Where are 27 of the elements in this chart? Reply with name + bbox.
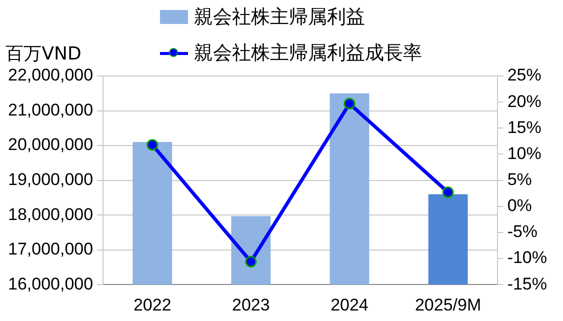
legend-label: 親会社株主帰属利益成長率	[194, 41, 422, 66]
y-tick-label: 22,000,000	[8, 66, 94, 85]
y-tick-label: 16,000,000	[8, 274, 94, 294]
y2-tick-label: 15%	[507, 118, 542, 137]
y-axis-title: 百万VND	[6, 44, 82, 65]
y2-tick-label: -5%	[507, 222, 538, 242]
y2-tick-label: 5%	[507, 170, 532, 189]
y2-tick-label: 25%	[507, 66, 542, 85]
x-tick-label: 2024	[330, 295, 368, 314]
y2-tick-label: -10%	[507, 248, 547, 268]
y2-tick-label: 0%	[507, 196, 532, 216]
point	[344, 98, 356, 110]
x-tick-label: 2025/9M	[414, 295, 482, 314]
y-tick-label: 18,000,000	[8, 204, 94, 224]
point	[442, 186, 454, 198]
y2-tick-label: 10%	[507, 144, 542, 163]
y-tick-label: 21,000,000	[8, 100, 94, 120]
point	[245, 256, 257, 268]
y2-tick-label: -15%	[507, 274, 547, 294]
point	[146, 139, 158, 151]
y-tick-label: 17,000,000	[8, 240, 94, 259]
y2-tick-label: 20%	[507, 92, 542, 111]
y-tick-label: 19,000,000	[8, 170, 94, 189]
x-tick-label: 2022	[133, 295, 172, 314]
y-tick-label: 20,000,000	[8, 135, 94, 154]
x-tick-label: 2023	[232, 295, 270, 314]
legend-label: 親会社株主帰属利益	[194, 5, 365, 30]
